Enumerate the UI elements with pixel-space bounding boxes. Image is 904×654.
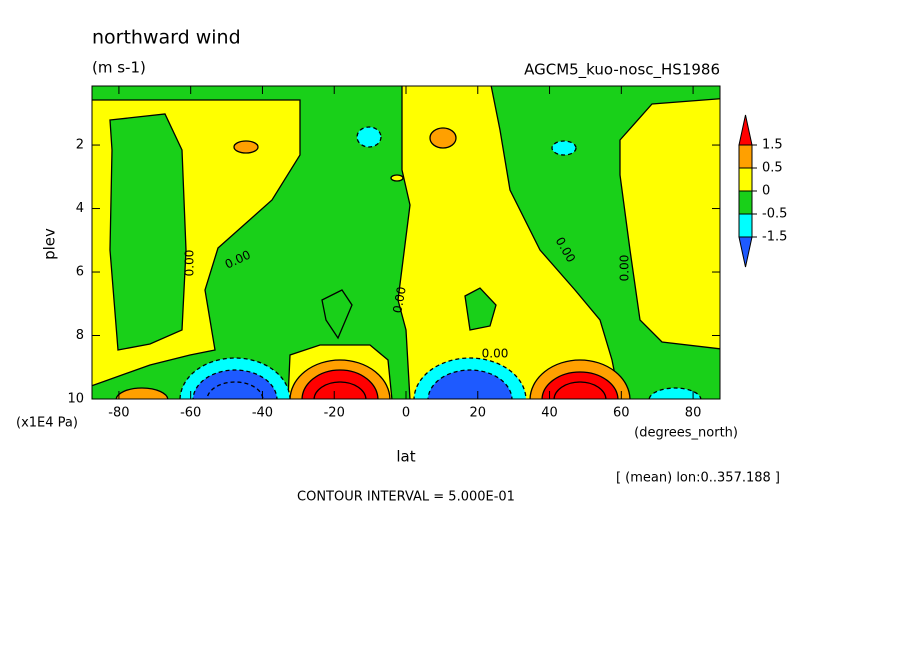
x-tick-label: 0 <box>402 406 410 421</box>
y-tick-label: 8 <box>76 328 84 343</box>
colorbar-swatch <box>738 190 753 215</box>
x-tick-label: 20 <box>469 406 486 421</box>
contour-fill <box>390 174 404 182</box>
contour-label: 0.00 <box>482 347 509 361</box>
contour-fill <box>551 140 577 156</box>
contour-fill <box>553 381 607 399</box>
contour-fill <box>397 86 621 399</box>
contour-fill <box>192 369 278 399</box>
contour-fill <box>301 369 379 399</box>
contour-fill <box>109 113 187 351</box>
x-tick-label: -60 <box>180 406 201 421</box>
x-tick-label: -80 <box>108 406 129 421</box>
contour-fill <box>115 387 169 399</box>
contour-fill <box>427 369 513 399</box>
contour-fill <box>619 98 720 350</box>
colorbar-label: 0 <box>762 184 770 199</box>
colorbar-label: -1.5 <box>762 230 787 245</box>
contour-fill <box>648 387 702 399</box>
units: (m s-1) <box>92 59 146 77</box>
chart-title: northward wind <box>92 27 241 49</box>
contour-fill <box>233 140 259 154</box>
x-axis-label: lat <box>396 448 415 466</box>
contour-fill <box>206 381 264 399</box>
colorbar-cap <box>738 236 753 268</box>
x-tick-label: 80 <box>685 406 702 421</box>
dataset: AGCM5_kuo-nosc_HS1986 <box>524 61 720 80</box>
colorbar-swatch <box>738 213 753 238</box>
note: [ (mean) lon:0..357.188 ] <box>616 471 780 486</box>
contour-fill <box>429 127 457 149</box>
colorbar-cap <box>738 114 753 146</box>
contour-label: 0.00 <box>390 286 408 315</box>
colorbar-swatch <box>738 144 753 169</box>
x-units: (degrees_north) <box>634 426 738 441</box>
contour-label: 0.00 <box>618 255 632 282</box>
contour-fill <box>464 287 497 331</box>
contour-fill <box>313 381 367 399</box>
y-tick-label: 10 <box>67 392 84 407</box>
y-units: (x1E4 Pa) <box>16 416 78 431</box>
x-tick-label: 40 <box>541 406 558 421</box>
x-tick-label: -20 <box>324 406 345 421</box>
contour-fill <box>321 289 353 340</box>
y-tick-label: 2 <box>76 138 84 153</box>
colorbar-label: 0.5 <box>762 161 783 176</box>
y-tick-label: 6 <box>76 265 84 280</box>
x-tick-label: -40 <box>252 406 273 421</box>
contour-label: 0.00 <box>183 250 197 277</box>
colorbar-swatch <box>738 167 753 192</box>
colorbar-label: 1.5 <box>762 138 783 153</box>
colorbar-label: -0.5 <box>762 207 787 222</box>
x-tick-label: 60 <box>613 406 630 421</box>
footer: CONTOUR INTERVAL = 5.000E-01 <box>297 490 515 505</box>
y-axis-label: plev <box>41 228 59 260</box>
contour-field <box>92 86 720 399</box>
y-tick-label: 4 <box>76 201 84 216</box>
contour-fill <box>356 126 382 148</box>
